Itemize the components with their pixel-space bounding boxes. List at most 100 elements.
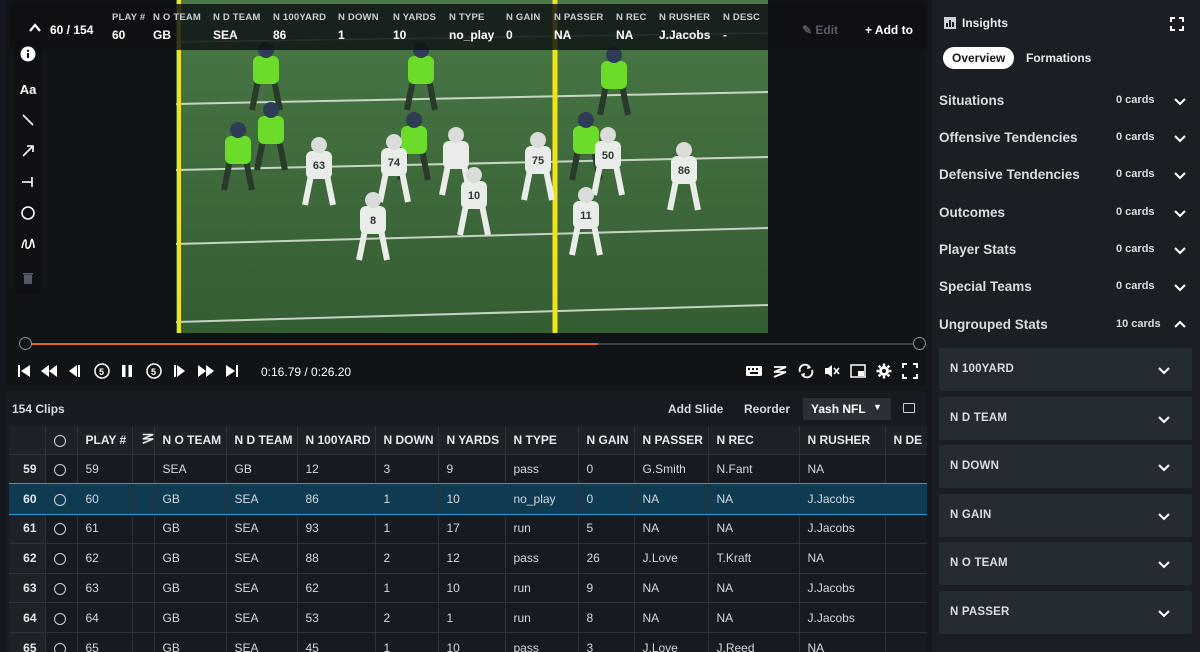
- column-header[interactable]: N YARDS: [438, 426, 506, 455]
- tab-overview[interactable]: Overview: [943, 47, 1015, 69]
- chevron-down-icon[interactable]: [1174, 244, 1186, 256]
- fullscreen-icon[interactable]: [900, 361, 920, 381]
- column-header[interactable]: N DOWN: [375, 426, 439, 455]
- skip-to-end-icon[interactable]: [222, 361, 242, 381]
- back-5s-icon[interactable]: 5: [92, 361, 112, 381]
- row-select-radio[interactable]: [53, 582, 66, 595]
- freehand-tool-icon[interactable]: [18, 234, 38, 254]
- panel-toggle-icon[interactable]: [903, 403, 915, 413]
- chevron-down-icon[interactable]: [1158, 510, 1170, 522]
- settings-gear-icon[interactable]: [874, 361, 894, 381]
- chevron-down-icon[interactable]: [1174, 169, 1186, 181]
- table-row[interactable]: 65 65 GB SEA 45 1 10 pass 3 J.Love J.Reed NA: [9, 632, 927, 652]
- select-all-radio[interactable]: [53, 434, 66, 447]
- column-header[interactable]: N RUSHER: [799, 426, 886, 455]
- picture-in-picture-icon[interactable]: [848, 361, 868, 381]
- chevron-down-icon[interactable]: [1174, 132, 1186, 144]
- info-icon[interactable]: [18, 44, 38, 64]
- row-select-cell[interactable]: [45, 483, 78, 515]
- table-row[interactable]: 62 62 GB SEA 88 2 12 pass 26 J.Love T.Kraft NA: [9, 543, 927, 574]
- trim-start-handle[interactable]: [19, 337, 32, 350]
- forward-5s-icon[interactable]: 5: [144, 361, 164, 381]
- block-tool-icon[interactable]: [18, 172, 38, 192]
- table-row[interactable]: 60 60 GB SEA 86 1 10 no_play 0 NA NA J.Jacobs: [9, 482, 927, 515]
- loop-icon[interactable]: [796, 361, 816, 381]
- add-slide-button[interactable]: Add Slide: [668, 402, 724, 416]
- line-tool-icon[interactable]: [18, 110, 38, 130]
- row-select-cell[interactable]: [45, 454, 78, 485]
- column-header[interactable]: PLAY #: [77, 426, 133, 455]
- stat-card[interactable]: N GAIN: [939, 493, 1192, 537]
- column-header[interactable]: N DE: [885, 426, 927, 455]
- trash-icon[interactable]: [18, 268, 38, 288]
- row-select-radio[interactable]: [53, 493, 66, 506]
- select-all-header[interactable]: [45, 426, 78, 455]
- video-frame[interactable]: 63 74 75 50 86 10 8 11: [176, 0, 768, 333]
- rewind-icon[interactable]: [39, 361, 59, 381]
- text-tool-icon[interactable]: Aa: [18, 79, 38, 99]
- pause-icon[interactable]: [117, 361, 137, 381]
- stat-card[interactable]: N D TEAM: [939, 396, 1192, 440]
- insight-category[interactable]: Situations 0 cards: [932, 84, 1200, 118]
- chevron-down-icon[interactable]: [1158, 607, 1170, 619]
- skip-to-start-icon[interactable]: [14, 361, 34, 381]
- row-select-radio[interactable]: [53, 642, 66, 652]
- row-select-cell[interactable]: [45, 573, 78, 604]
- mute-icon[interactable]: [822, 361, 842, 381]
- chevron-down-icon[interactable]: [1158, 461, 1170, 473]
- chevron-down-icon[interactable]: [1174, 207, 1186, 219]
- column-header[interactable]: N 100YARD: [297, 426, 376, 455]
- reorder-button[interactable]: Reorder: [744, 402, 791, 416]
- add-to-button[interactable]: + Add to: [865, 23, 913, 37]
- table-row[interactable]: 63 63 GB SEA 62 1 10 run 9 NA NA J.Jacobs: [9, 573, 927, 604]
- telestration-column-header[interactable]: [132, 426, 155, 455]
- row-select-radio[interactable]: [53, 463, 66, 476]
- insight-category[interactable]: Ungrouped Stats 10 cards: [932, 308, 1200, 342]
- column-header[interactable]: N PASSER: [634, 426, 709, 455]
- frame-back-icon[interactable]: [64, 361, 84, 381]
- chevron-down-icon[interactable]: [1174, 281, 1186, 293]
- insight-category[interactable]: Player Stats 0 cards: [932, 233, 1200, 267]
- table-row[interactable]: 64 64 GB SEA 53 2 1 run 8 NA NA J.Jacobs: [9, 602, 927, 634]
- stat-card[interactable]: N 100YARD: [939, 348, 1192, 391]
- table-row[interactable]: 59 59 SEA GB 12 3 9 pass 0 G.Smith N.Fant NA: [9, 454, 927, 485]
- insight-category[interactable]: Outcomes 0 cards: [932, 196, 1200, 230]
- trim-end-handle[interactable]: [913, 337, 926, 350]
- row-select-radio[interactable]: [53, 612, 66, 625]
- column-header[interactable]: N TYPE: [505, 426, 579, 455]
- row-select-cell[interactable]: [45, 513, 78, 544]
- chevron-up-icon[interactable]: [1174, 319, 1186, 331]
- expand-icon[interactable]: [1170, 17, 1184, 31]
- chevron-down-icon[interactable]: [1158, 364, 1170, 376]
- chevron-down-icon[interactable]: [1158, 558, 1170, 570]
- stat-card[interactable]: N PASSER: [939, 590, 1192, 634]
- circle-tool-icon[interactable]: [18, 203, 38, 223]
- column-header[interactable]: N O TEAM: [154, 426, 227, 455]
- row-select-cell[interactable]: [45, 602, 78, 634]
- edit-button[interactable]: ✎ Edit: [802, 23, 839, 37]
- keyboard-icon[interactable]: [744, 361, 764, 381]
- chevron-down-icon[interactable]: [1174, 95, 1186, 107]
- telestrate-icon[interactable]: [770, 361, 790, 381]
- stat-card[interactable]: N DOWN: [939, 445, 1192, 488]
- insight-category[interactable]: Offensive Tendencies 0 cards: [932, 121, 1200, 155]
- chevron-up-icon[interactable]: [28, 21, 42, 35]
- insight-category[interactable]: Special Teams 0 cards: [932, 270, 1200, 304]
- column-header[interactable]: N REC: [708, 426, 800, 455]
- progress-bar[interactable]: [25, 343, 919, 345]
- row-select-cell[interactable]: [45, 632, 78, 652]
- frame-forward-icon[interactable]: [170, 361, 190, 381]
- chevron-down-icon[interactable]: [1158, 413, 1170, 425]
- fast-forward-icon[interactable]: [196, 361, 216, 381]
- stat-card[interactable]: N O TEAM: [939, 542, 1192, 585]
- row-select-cell[interactable]: [45, 543, 78, 574]
- column-header[interactable]: N GAIN: [578, 426, 635, 455]
- tab-formations[interactable]: Formations: [1026, 51, 1092, 65]
- row-select-radio[interactable]: [53, 523, 66, 536]
- column-header[interactable]: N D TEAM: [226, 426, 298, 455]
- table-row[interactable]: 61 61 GB SEA 93 1 17 run 5 NA NA J.Jacobs: [9, 513, 927, 544]
- insight-category[interactable]: Defensive Tendencies 0 cards: [932, 158, 1200, 192]
- arrow-tool-icon[interactable]: [18, 141, 38, 161]
- column-preset-select[interactable]: Yash NFL ▼: [803, 398, 891, 420]
- row-select-radio[interactable]: [53, 553, 66, 566]
